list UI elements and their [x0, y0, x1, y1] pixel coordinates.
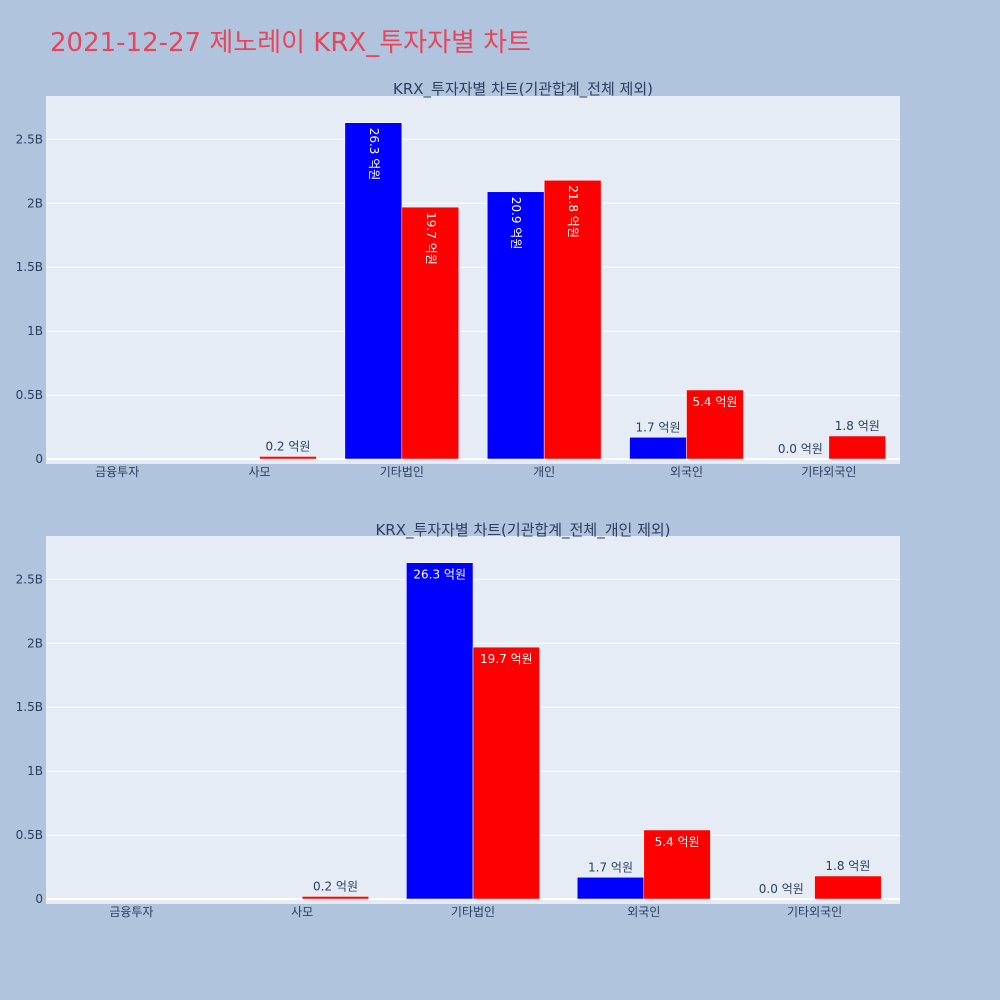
plot-area [46, 96, 900, 464]
bar [629, 437, 687, 460]
bar-data-label: 5.4 억원 [692, 395, 737, 409]
y-tick-label: 2B [27, 196, 43, 210]
bar [486, 191, 545, 460]
bar [814, 875, 882, 900]
bar-data-label: 26.3 억원 [413, 568, 466, 582]
bar-data-label: 0.0 억원 [759, 882, 804, 896]
x-tick-label: 기타외국인 [801, 465, 856, 479]
bar-data-label: 26.3 억원 [367, 128, 381, 181]
y-tick-label: 1B [27, 764, 43, 778]
x-tick-label: 사모 [248, 465, 270, 479]
bar [472, 646, 540, 900]
bar-data-label: 0.2 억원 [265, 439, 310, 453]
x-tick-label: 기타법인 [451, 905, 495, 919]
bar [686, 389, 744, 460]
x-tick-label: 개인 [533, 465, 555, 479]
bar-data-label: 1.7 억원 [636, 420, 681, 434]
bar [576, 877, 645, 900]
y-tick-label: 0 [35, 452, 43, 466]
x-tick-label: 기타외국인 [787, 905, 842, 919]
chart-1: 0 0.5B 1B 1.5B 2B 2.5B KRX_투자자별 차트(기관합계_전체 제외)… [16, 80, 900, 479]
bar-data-label: 0.0 억원 [778, 442, 823, 456]
bar-data-label: 20.9 억원 [509, 197, 523, 250]
bar-data-label: 5.4 억원 [655, 835, 700, 849]
chart-2: 0 0.5B 1B 1.5B 2B 2.5B KRX_투자자별 차트(기관합계_전체_개인 … [16, 521, 900, 919]
bar [401, 206, 460, 460]
y-tick-label: 0.5B [16, 388, 43, 402]
y-tick-label: 2.5B [16, 572, 43, 586]
bar-data-label: 1.8 억원 [825, 859, 870, 873]
bar-data-label: 21.8 억원 [566, 185, 580, 238]
bar-data-label: 19.7 억원 [480, 652, 533, 666]
y-tick-label: 1.5B [16, 700, 43, 714]
x-tick-label: 금융투자 [95, 465, 139, 479]
y-tick-label: 0 [35, 892, 43, 906]
bar [543, 180, 602, 460]
y-tick-label: 2B [27, 636, 43, 650]
y-tick-label: 2.5B [16, 132, 43, 146]
bar [259, 456, 317, 460]
bar [301, 896, 370, 900]
bar-data-label: 1.7 억원 [588, 860, 633, 874]
bar-data-label: 0.2 억원 [313, 879, 358, 893]
x-tick-label: 외국인 [627, 905, 660, 919]
bar [643, 829, 711, 900]
chart-title: KRX_투자자별 차트(기관합계_전체_개인 제외) [375, 521, 670, 540]
page-title: 2021-12-27 제노레이 KRX_투자자별 차트 [50, 28, 532, 58]
y-tick-label: 1.5B [16, 260, 43, 274]
bar [828, 435, 887, 460]
bar-data-label: 19.7 억원 [424, 212, 438, 265]
x-tick-label: 사모 [291, 905, 313, 919]
x-tick-label: 외국인 [670, 465, 703, 479]
chart-title: KRX_투자자별 차트(기관합계_전체 제외) [393, 80, 653, 99]
bar-data-label: 1.8 억원 [835, 419, 880, 433]
x-tick-label: 기타법인 [380, 465, 424, 479]
y-tick-label: 0.5B [16, 828, 43, 842]
y-tick-label: 1B [27, 324, 43, 338]
x-tick-label: 금융투자 [109, 905, 153, 919]
bar [406, 562, 474, 900]
